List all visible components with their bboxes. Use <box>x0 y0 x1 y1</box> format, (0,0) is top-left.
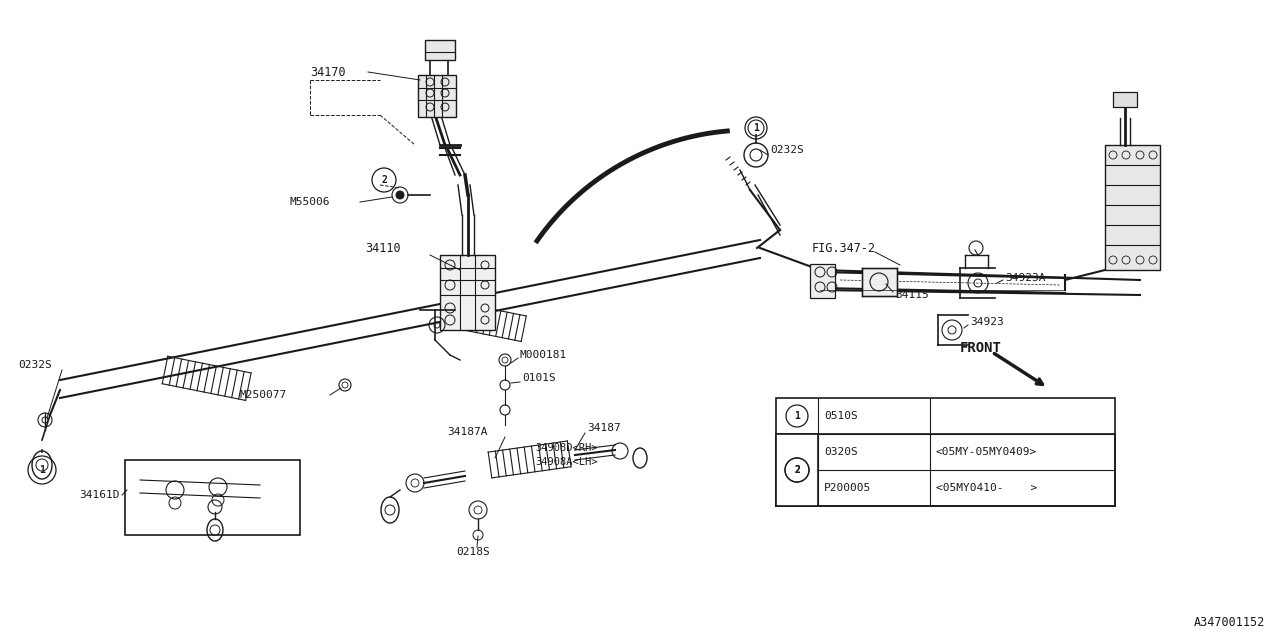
Text: A347001152: A347001152 <box>1194 616 1265 628</box>
Text: FRONT: FRONT <box>960 341 1002 355</box>
Bar <box>810 264 835 298</box>
Text: 2: 2 <box>794 465 800 475</box>
Bar <box>1114 92 1137 107</box>
Bar <box>776 434 1115 506</box>
Text: 2: 2 <box>381 175 387 185</box>
Text: 34161D: 34161D <box>79 490 120 500</box>
Bar <box>419 75 456 117</box>
Bar <box>861 268 897 296</box>
Text: 0218S: 0218S <box>456 547 490 557</box>
Bar <box>1105 145 1160 270</box>
Text: 34115: 34115 <box>895 290 929 300</box>
Circle shape <box>396 191 404 199</box>
Text: P200005: P200005 <box>824 483 872 493</box>
Bar <box>440 255 495 330</box>
Text: M55006: M55006 <box>291 197 330 207</box>
Text: 34170: 34170 <box>310 65 346 79</box>
Text: 34187A: 34187A <box>447 427 488 437</box>
Text: 1: 1 <box>794 411 800 421</box>
Text: 0510S: 0510S <box>824 411 858 421</box>
Text: 34923: 34923 <box>970 317 1004 327</box>
Text: M250077: M250077 <box>241 390 287 400</box>
Bar <box>125 460 300 535</box>
Text: 34908A<LH>: 34908A<LH> <box>535 457 598 467</box>
Text: <05MY-05MY0409>: <05MY-05MY0409> <box>936 447 1037 457</box>
Text: 34908D<RH>: 34908D<RH> <box>535 443 598 453</box>
Text: FIG.347-2: FIG.347-2 <box>812 241 876 255</box>
Text: <05MY0410-    >: <05MY0410- > <box>936 483 1037 493</box>
Bar <box>776 398 1115 506</box>
Text: 0232S: 0232S <box>771 145 804 155</box>
Text: 0320S: 0320S <box>824 447 858 457</box>
Text: 34110: 34110 <box>365 241 401 255</box>
Text: 34187: 34187 <box>588 423 621 433</box>
Text: 0232S: 0232S <box>18 360 51 370</box>
Text: 1: 1 <box>753 123 759 133</box>
Bar <box>425 40 454 60</box>
Text: 0101S: 0101S <box>522 373 556 383</box>
Bar <box>776 434 818 506</box>
Text: 2: 2 <box>794 465 800 475</box>
Text: 1: 1 <box>40 465 45 475</box>
Text: 34923A: 34923A <box>1005 273 1046 283</box>
Text: M000181: M000181 <box>520 350 567 360</box>
